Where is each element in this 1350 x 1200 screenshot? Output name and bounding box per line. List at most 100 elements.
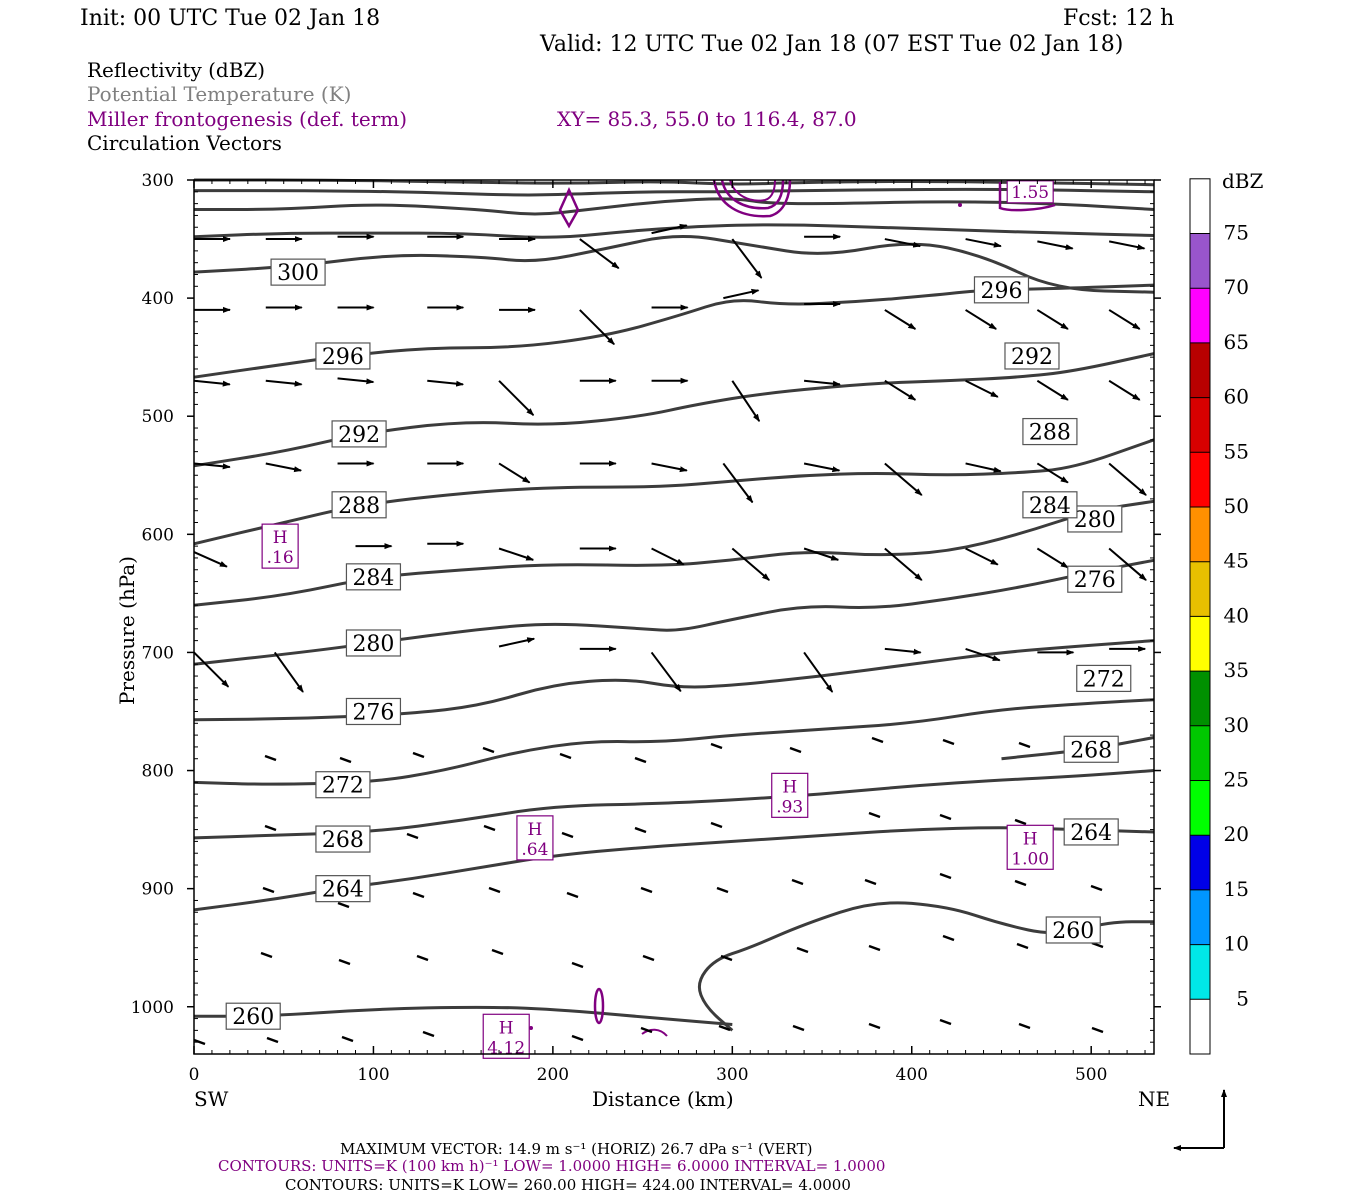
fronto-contour [558, 186, 580, 229]
theta-contour-line [193, 223, 1155, 239]
circulation-vector [884, 647, 922, 655]
xy-endpoints: XY= 85.3, 55.0 to 116.4, 87.0 [557, 107, 857, 131]
theta-label: 268 [322, 828, 364, 853]
theta-label-box [1067, 565, 1123, 593]
fronto-contour [593, 987, 605, 1025]
circulation-vector [337, 901, 350, 909]
fronto-max-letter: H [1023, 829, 1038, 849]
theta-label-box [331, 420, 387, 448]
colorbar-swatch [1190, 452, 1210, 507]
fronto-max-letter: H [499, 1018, 514, 1038]
circulation-vector [718, 1024, 731, 1032]
theta-label-box [345, 563, 402, 591]
theta-label-box [331, 491, 387, 519]
circulation-vector [483, 824, 496, 832]
colorbar-unit: dBZ [1222, 169, 1264, 193]
theta-label: 292 [1011, 345, 1053, 370]
fronto-max-box [482, 1013, 530, 1059]
circulation-vector [640, 1026, 653, 1034]
circulation-vector [264, 824, 277, 832]
circulation-vector [1091, 941, 1104, 949]
theta-contour-line [193, 558, 1155, 666]
fronto-max-value: .64 [521, 840, 548, 860]
circulation-vector [710, 742, 723, 750]
circulation-vector [965, 547, 999, 566]
circulation-vector [939, 1018, 952, 1026]
theta-label-box [1063, 818, 1119, 846]
circulation-vector [427, 379, 465, 387]
circulation-vector [731, 238, 763, 279]
circulation-vector [651, 462, 688, 473]
circulation-vector [1091, 1026, 1104, 1034]
circulation-vector [412, 751, 425, 759]
circulation-vector [1018, 741, 1031, 749]
theta-label-box [1076, 664, 1132, 693]
circulation-vector [965, 647, 1001, 662]
theta-label: 272 [322, 774, 364, 799]
theta-label: 300 [277, 261, 319, 286]
theta-label: 264 [322, 878, 364, 903]
forecast-hour: Fcst: 12 h [1063, 6, 1174, 31]
colorbar-label: 75 [1224, 221, 1249, 245]
circulation-vector [412, 891, 425, 899]
colorbar-label: 50 [1224, 494, 1249, 518]
theta-label: 268 [1070, 738, 1112, 763]
colorbar-swatch [1190, 889, 1210, 945]
circulation-vector [942, 934, 955, 942]
fronto-max-value: .93 [776, 797, 803, 817]
theta-contour-line [193, 234, 1155, 294]
circulation-vector [498, 547, 535, 561]
circulation-vector [193, 1038, 206, 1046]
circulation-vector [640, 886, 653, 894]
fronto-dot [529, 1026, 533, 1030]
circulation-vector [482, 746, 495, 754]
circulation-vector [341, 1035, 354, 1043]
colorbar-swatch [1190, 178, 1210, 234]
orientation-arrows-icon [1173, 1089, 1227, 1151]
theta-label: 260 [232, 1005, 274, 1030]
theta-label-box [1022, 491, 1078, 519]
colorbar-swatch [1190, 233, 1210, 289]
circulation-vector [716, 886, 729, 894]
colorbar-swatch [1190, 397, 1210, 453]
circulation-vector [720, 954, 733, 962]
colorbar-swatch [1190, 288, 1210, 343]
circulation-vector [262, 886, 275, 894]
circulation-vector [571, 1034, 584, 1042]
theta-label-box [1022, 417, 1078, 446]
circulation-vector [965, 238, 1002, 248]
theta-label: 284 [1029, 494, 1071, 519]
theta-label-box [345, 697, 402, 726]
circulation-vector [571, 961, 584, 969]
y-tick-label: 700 [142, 643, 174, 663]
theta-label-box [225, 1002, 281, 1030]
circulation-vector [722, 462, 754, 504]
circulation-vector [939, 813, 952, 821]
circulation-vector [796, 946, 809, 954]
colorbar-label: 15 [1224, 877, 1249, 901]
theta-label: 272 [1083, 667, 1125, 692]
circulation-vector [868, 944, 881, 952]
circulation-vector [561, 831, 574, 839]
fronto-max-value: .16 [267, 548, 294, 568]
theta-label: 296 [322, 345, 364, 370]
fronto-contour [641, 1028, 668, 1037]
circulation-vector [650, 651, 682, 693]
fronto-dot [958, 203, 962, 207]
colorbar-label: 10 [1224, 932, 1249, 956]
circulation-vector [1037, 240, 1074, 251]
fronto-contour [998, 182, 1056, 212]
theta-label: 284 [352, 566, 394, 591]
theta-contour-line [193, 438, 1155, 546]
theta-contour-line [193, 499, 1155, 607]
circulation-vector [731, 380, 761, 423]
colorbar-swatch [1190, 616, 1210, 672]
circulation-vector [884, 379, 917, 401]
circulation-vector [884, 238, 922, 248]
circulation-vector [339, 756, 352, 764]
colorbar-swatch [1190, 561, 1210, 617]
fronto-max-box [1006, 824, 1054, 870]
theta-label-box [315, 825, 371, 853]
